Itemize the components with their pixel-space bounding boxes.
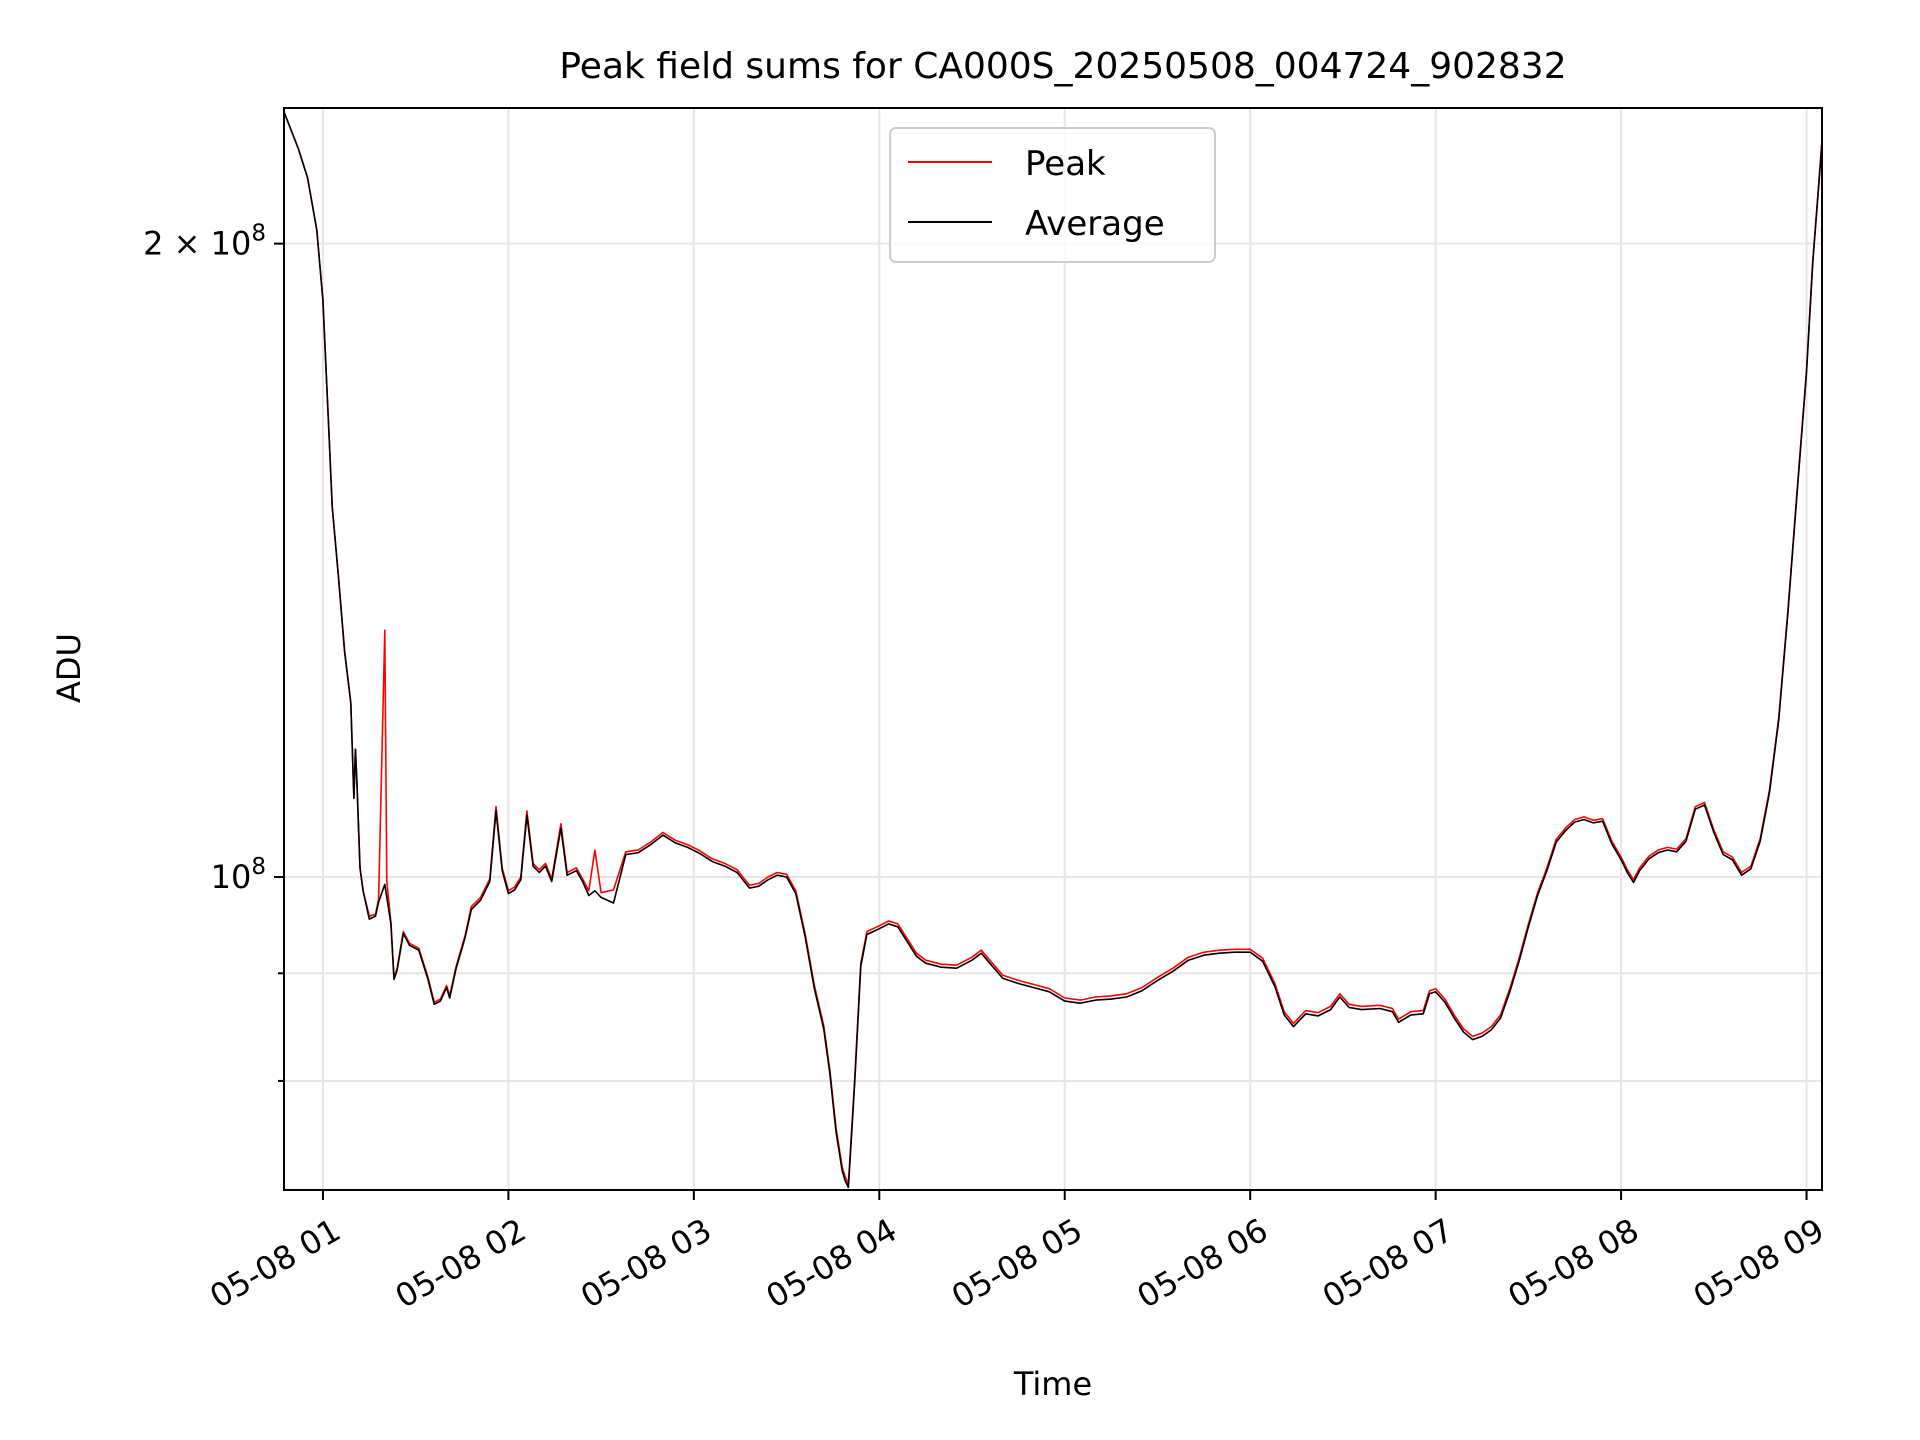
legend-label-peak: Peak [1025,144,1106,184]
y-axis: 108 2 × 108 [143,221,284,1082]
x-axis-label: Time [1013,1365,1092,1403]
legend: Peak Average [889,127,1216,263]
series-line-peak [283,111,1823,1185]
y-tick-label: 108 [211,854,266,896]
chart-title: Peak field sums for CA000S_20250508_0047… [559,46,1566,87]
series-line-average [283,111,1823,1189]
legend-label-average: Average [1025,204,1165,244]
plot-frame [283,107,1823,1191]
y-tick-label: 2 × 108 [143,221,266,263]
series-layer [283,111,1823,1189]
y-axis-label: ADU [50,633,88,703]
